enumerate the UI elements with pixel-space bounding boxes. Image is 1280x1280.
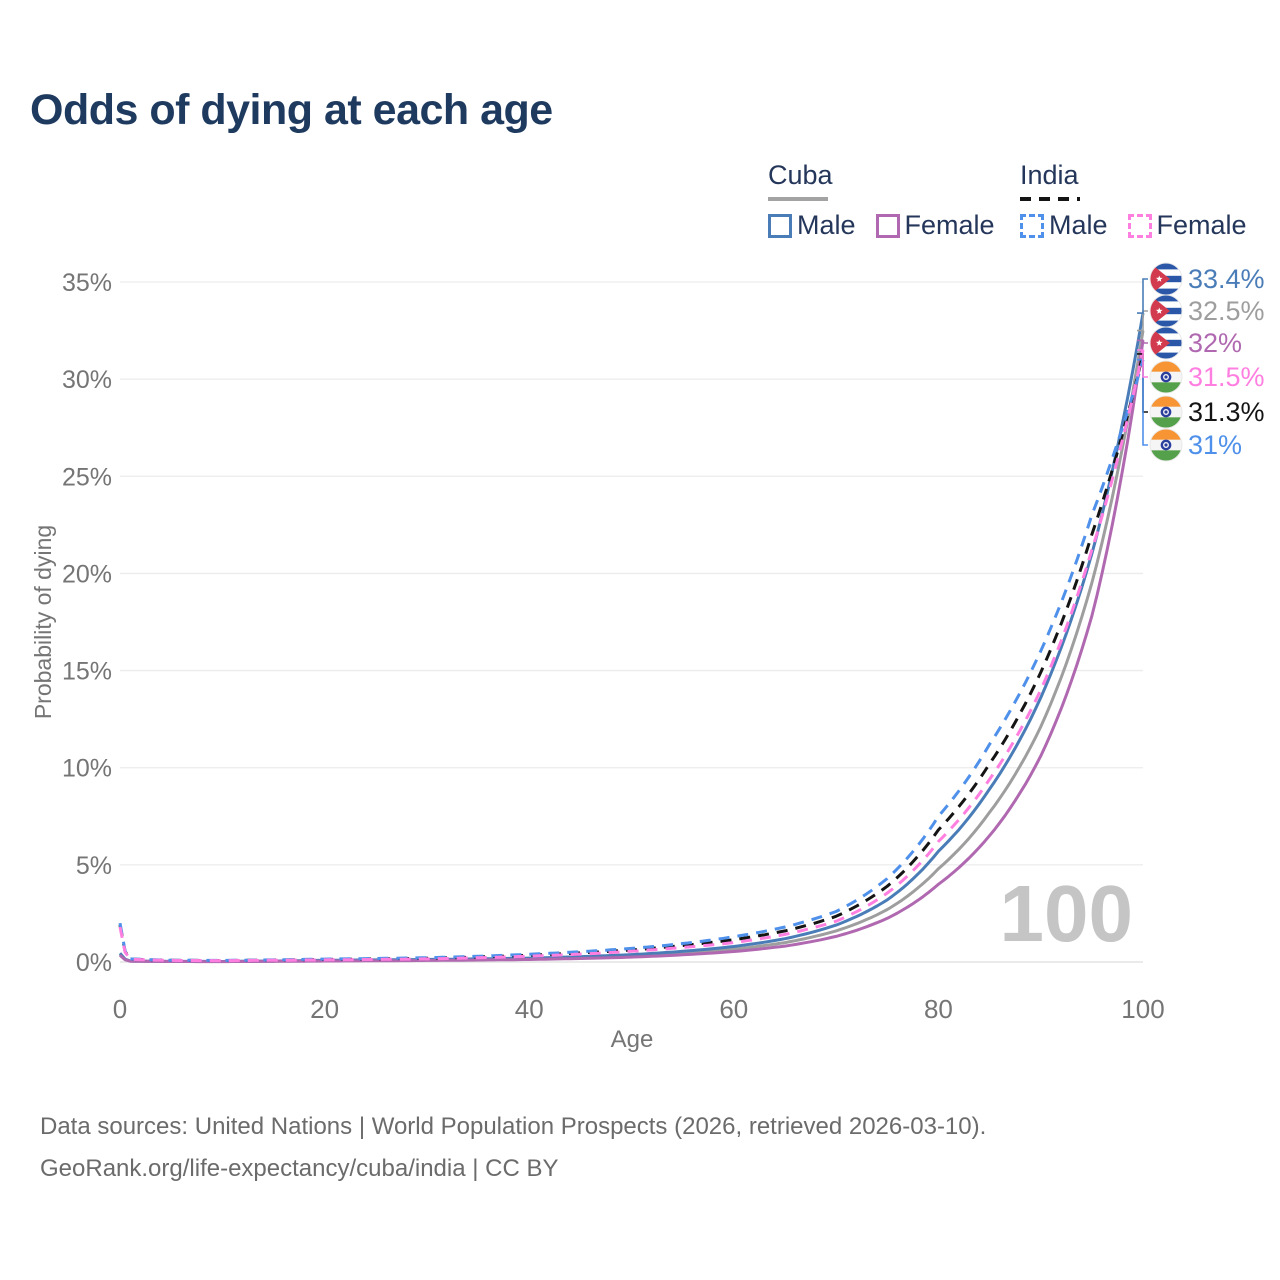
end-label-connector xyxy=(1137,278,1148,314)
y-tick-label: 5% xyxy=(76,852,112,880)
cuba-male-checkbox[interactable] xyxy=(768,213,792,238)
india-male-checkbox[interactable] xyxy=(1020,213,1044,238)
end-label-connector xyxy=(1137,310,1148,332)
cuba-line-style-swatch xyxy=(768,197,828,201)
y-tick-label: 15% xyxy=(62,658,112,686)
data-sources-line: Data sources: United Nations | World Pop… xyxy=(40,1113,987,1140)
x-tick-label: 60 xyxy=(719,994,748,1024)
y-tick-label: 30% xyxy=(62,366,112,394)
series-line-india[interactable] xyxy=(118,353,1145,962)
india-male-label[interactable]: Male xyxy=(1049,210,1108,240)
india-female-checkbox[interactable] xyxy=(1127,213,1152,238)
series-line-cuba-female[interactable] xyxy=(119,340,1145,964)
india-female-label[interactable]: Female xyxy=(1156,210,1247,240)
y-axis-title: Probability of dying xyxy=(30,524,56,720)
end-value-label-india-male: 31% xyxy=(1188,430,1242,460)
end-value-label-cuba: 32.5% xyxy=(1188,296,1265,326)
series-line-cuba[interactable] xyxy=(118,330,1145,963)
series-line-india-female[interactable] xyxy=(118,349,1145,963)
x-tick-label: 40 xyxy=(515,994,544,1024)
series-line-india-male[interactable] xyxy=(118,359,1145,962)
end-value-label-cuba-female: 32% xyxy=(1188,328,1242,358)
cuba-male-label[interactable]: Male xyxy=(797,210,856,240)
end-label-connector xyxy=(1137,339,1148,344)
y-tick-label: 20% xyxy=(62,560,112,588)
end-label-connector xyxy=(1137,358,1148,446)
age-watermark: 100 xyxy=(999,869,1133,958)
y-tick-label: 35% xyxy=(62,269,112,297)
india-flag-icon xyxy=(1149,395,1183,429)
end-value-label-india: 31.3% xyxy=(1188,397,1265,427)
end-value-label-cuba-male: 33.4% xyxy=(1188,264,1265,294)
cuba-female-checkbox[interactable] xyxy=(875,213,900,238)
cuba-female-label[interactable]: Female xyxy=(904,210,995,240)
legend-country-india[interactable]: India xyxy=(1020,160,1079,190)
x-tick-label: 80 xyxy=(924,994,953,1024)
y-tick-label: 10% xyxy=(62,755,112,783)
footer: Data sources: United Nations | World Pop… xyxy=(40,1106,986,1190)
india-flag-icon xyxy=(1149,428,1183,462)
end-label-connector xyxy=(1137,349,1148,378)
india-line-style-swatch xyxy=(1020,197,1080,201)
x-tick-label: 0 xyxy=(113,994,127,1024)
chart-title: Odds of dying at each age xyxy=(30,86,553,134)
attribution-line: GeoRank.org/life-expectancy/cuba/india |… xyxy=(40,1155,559,1182)
x-tick-label: 100 xyxy=(1121,994,1164,1024)
india-flag-icon xyxy=(1149,360,1183,394)
y-tick-label: 25% xyxy=(62,463,112,491)
x-tick-label: 20 xyxy=(310,994,339,1024)
end-value-label-india-female: 31.5% xyxy=(1188,362,1265,392)
cuba-flag-icon xyxy=(1149,262,1183,296)
y-tick-label: 0% xyxy=(76,949,112,977)
cuba-flag-icon xyxy=(1149,326,1183,360)
cuba-flag-icon xyxy=(1149,294,1183,328)
legend-group-india: India Male Female xyxy=(1020,160,1247,241)
legend-group-cuba: Cuba Male Female xyxy=(768,160,995,241)
legend-country-cuba[interactable]: Cuba xyxy=(768,160,833,190)
x-axis-title: Age xyxy=(610,1026,654,1053)
